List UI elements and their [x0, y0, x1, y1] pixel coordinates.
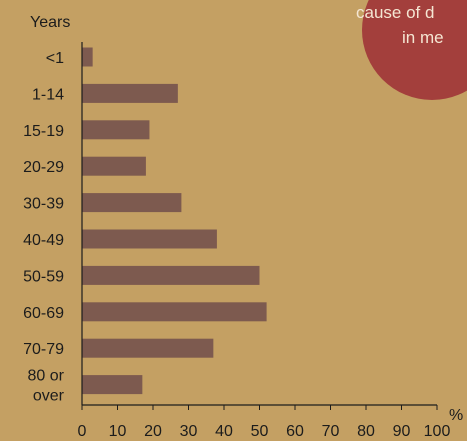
category-label-0: <1	[46, 50, 64, 67]
y-axis-title: Years	[30, 14, 70, 31]
category-label-7: 60-69	[23, 305, 64, 322]
bar-6	[82, 265, 260, 285]
x-tick-label-3: 30	[180, 423, 198, 440]
category-label-2: 15-19	[23, 123, 64, 140]
category-label-1: 1-14	[32, 86, 64, 103]
category-label-3: 20-29	[23, 159, 64, 176]
category-label-9: 80 or over	[28, 368, 65, 405]
category-label-4: 30-39	[23, 196, 64, 213]
x-tick-label-8: 80	[357, 423, 375, 440]
bar-7	[82, 302, 267, 322]
category-label-8: 70-79	[23, 341, 64, 358]
category-labels: <1 1-14 15-19 20-29 30-39 40-49 50-59 60-69 70-7…	[23, 50, 65, 405]
bar-9	[82, 375, 143, 395]
annotation-line-1: cause of d	[356, 3, 434, 22]
x-tick-label-4: 40	[215, 423, 233, 440]
bars-group	[82, 47, 267, 395]
bar-5	[82, 229, 217, 249]
bar-1	[82, 83, 178, 103]
bar-0	[82, 47, 93, 67]
x-tick-label-9: 90	[393, 423, 411, 440]
bar-3	[82, 156, 146, 176]
x-axis-unit: %	[449, 407, 463, 424]
x-axis-ticks: 0 10 20 30 40 50 60 70 80 90 100	[78, 405, 451, 440]
x-tick-label-0: 0	[78, 423, 87, 440]
x-tick-label-10: 100	[424, 423, 451, 440]
x-tick-label-7: 70	[322, 423, 340, 440]
category-label-5: 40-49	[23, 232, 64, 249]
x-tick-label-1: 10	[109, 423, 127, 440]
bar-8	[82, 338, 214, 358]
annotation-badge	[362, 0, 467, 100]
bar-4	[82, 193, 182, 213]
category-label-6: 50-59	[23, 268, 64, 285]
x-tick-label-5: 50	[251, 423, 269, 440]
annotation-line-2: in me	[402, 28, 444, 47]
bar-2	[82, 120, 150, 140]
x-tick-label-6: 60	[286, 423, 304, 440]
x-tick-label-2: 20	[144, 423, 162, 440]
